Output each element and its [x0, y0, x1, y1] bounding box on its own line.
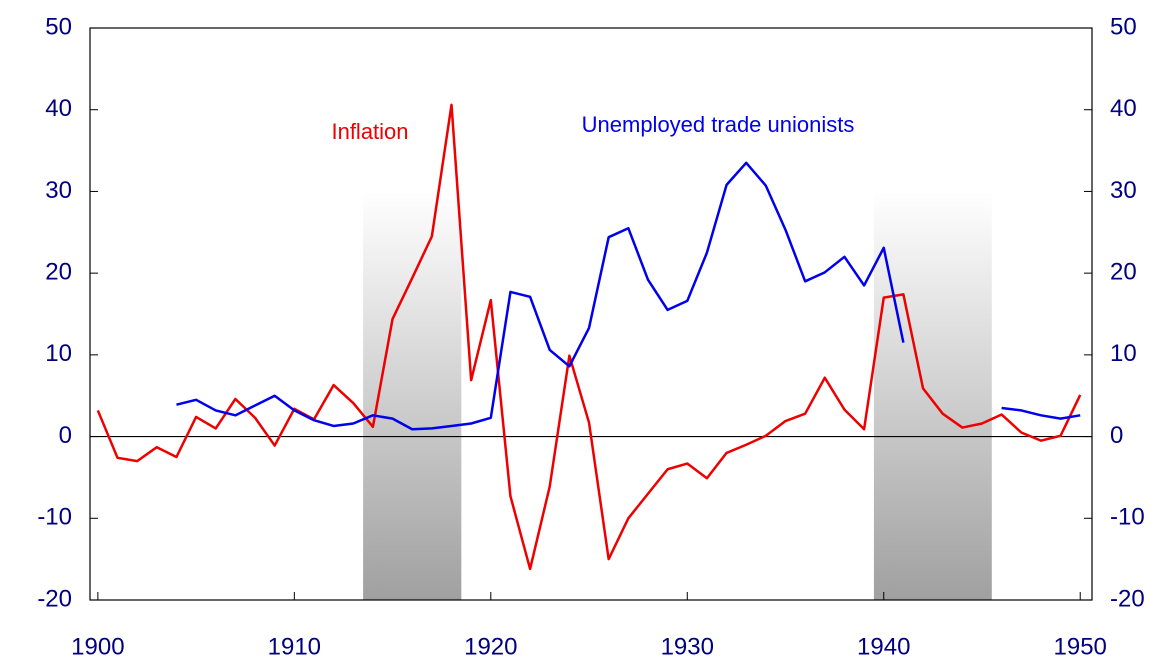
series-line — [96, 103, 1082, 571]
y2-tick-label: 50 — [1110, 13, 1137, 40]
series-line — [176, 161, 1081, 431]
shaded-period — [873, 191, 992, 600]
y-tick-label: -20 — [37, 585, 72, 612]
y2-tick-label: 10 — [1110, 340, 1137, 367]
y2-tick-label: 20 — [1110, 258, 1137, 285]
y-tick-label: 20 — [45, 258, 72, 285]
y-tick-label: 30 — [45, 177, 72, 204]
x-tick-label: 1930 — [661, 633, 714, 660]
x-tick-label: 1920 — [464, 633, 517, 660]
y2-tick-label: -10 — [1110, 504, 1145, 531]
y2-tick-label: 40 — [1110, 95, 1137, 122]
x-tick-label: 1910 — [268, 633, 321, 660]
y2-tick-label: 30 — [1110, 177, 1137, 204]
y2-tick-label: -20 — [1110, 585, 1145, 612]
y-tick-label: 50 — [45, 13, 72, 40]
y-tick-label: -10 — [37, 504, 72, 531]
y-tick-label: 0 — [59, 422, 72, 449]
x-tick-label: 1950 — [1054, 633, 1107, 660]
y2-tick-label: 0 — [1110, 422, 1123, 449]
x-tick-label: 1900 — [71, 633, 124, 660]
x-tick-label: 1940 — [857, 633, 910, 660]
plot-frame — [89, 27, 1093, 601]
series-label: Unemployed trade unionists — [582, 112, 855, 137]
y-tick-label: 10 — [45, 340, 72, 367]
series-label: Inflation — [331, 119, 408, 144]
y-tick-label: 40 — [45, 95, 72, 122]
